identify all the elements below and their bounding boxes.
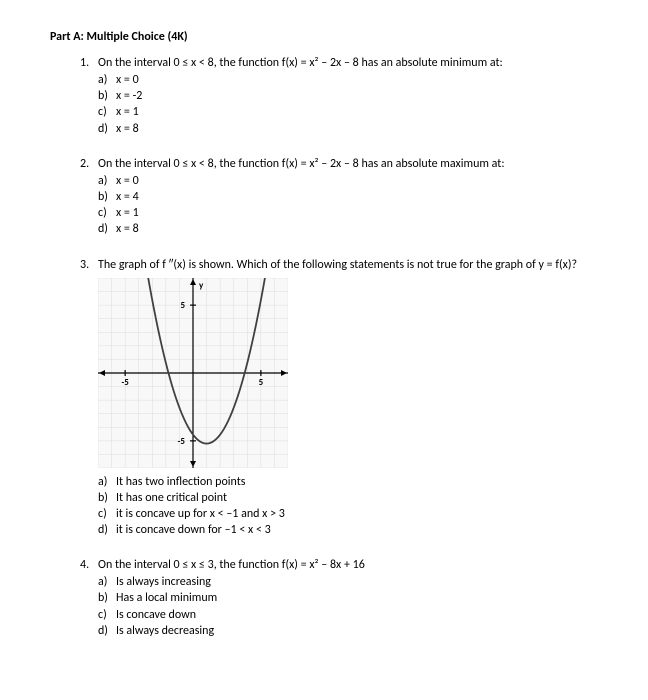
q4-c-lbl: c): [98, 607, 116, 623]
q1-num: 1.: [80, 56, 98, 70]
q3-c-txt: it is concave up for x < –1 and x > 3: [116, 506, 285, 522]
svg-text:-5: -5: [178, 435, 186, 446]
q3-num: 3.: [80, 258, 98, 272]
q1-b-lbl: b): [98, 88, 116, 104]
q1-a-lbl: a): [98, 72, 116, 88]
q2-a-lbl: a): [98, 173, 116, 189]
q4-a-lbl: a): [98, 574, 116, 590]
q4-num: 4.: [80, 558, 98, 572]
q4-b-txt: Has a local minimum: [116, 590, 217, 606]
q4-choices: a)Is always increasing b)Has a local min…: [98, 574, 598, 639]
q2-d-lbl: d): [98, 221, 116, 237]
q1-d-txt: x = 8: [116, 121, 139, 137]
q3-d-txt: it is concave down for –1 < x < 3: [116, 522, 271, 538]
q4-c-txt: Is concave down: [116, 607, 196, 623]
svg-text:5: 5: [180, 300, 185, 311]
q1-stem: On the interval 0 ≤ x < 8, the function …: [98, 56, 598, 70]
q1-choices: a)x = 0 b)x = -2 c)x = 1 d)x = 8: [98, 72, 598, 137]
q1-b-txt: x = -2: [116, 88, 142, 104]
question-2: 2. On the interval 0 ≤ x < 8, the functi…: [80, 157, 598, 238]
q3-b-lbl: b): [98, 490, 116, 506]
q3-d-lbl: d): [98, 522, 116, 538]
q4-d-lbl: d): [98, 623, 116, 639]
svg-text:5: 5: [259, 377, 264, 388]
q3-choices: a)It has two inflection points b)It has …: [98, 474, 598, 539]
q2-b-txt: x = 4: [116, 189, 139, 205]
question-1: 1. On the interval 0 ≤ x < 8, the functi…: [80, 56, 598, 137]
q1-a-txt: x = 0: [116, 72, 139, 88]
q3-a-lbl: a): [98, 474, 116, 490]
q2-d-txt: x = 8: [116, 221, 139, 237]
q3-graph: -5 5 5 -5 y: [98, 278, 598, 468]
q1-d-lbl: d): [98, 121, 116, 137]
q2-stem: On the interval 0 ≤ x < 8, the function …: [98, 157, 598, 171]
question-4: 4. On the interval 0 ≤ x ≤ 3, the functi…: [80, 558, 598, 639]
q2-a-txt: x = 0: [116, 173, 139, 189]
q2-num: 2.: [80, 157, 98, 171]
q4-b-lbl: b): [98, 590, 116, 606]
q2-c-txt: x = 1: [116, 205, 139, 221]
q4-d-txt: Is always decreasing: [116, 623, 214, 639]
q2-c-lbl: c): [98, 205, 116, 221]
q4-a-txt: Is always increasing: [116, 574, 211, 590]
q2-choices: a)x = 0 b)x = 4 c)x = 1 d)x = 8: [98, 173, 598, 238]
q3-c-lbl: c): [98, 506, 116, 522]
q1-c-lbl: c): [98, 104, 116, 120]
q3-b-txt: It has one critical point: [116, 490, 227, 506]
svg-text:y: y: [199, 280, 204, 291]
q3-stem: The graph of f ″(x) is shown. Which of t…: [98, 258, 598, 272]
q4-stem: On the interval 0 ≤ x ≤ 3, the function …: [98, 558, 598, 572]
question-3: 3. The graph of f ″(x) is shown. Which o…: [80, 258, 598, 539]
svg-text:-5: -5: [121, 377, 129, 388]
q3-a-txt: It has two inflection points: [116, 474, 245, 490]
q3-graph-svg: -5 5 5 -5 y: [98, 278, 288, 468]
q1-c-txt: x = 1: [116, 104, 139, 120]
part-title: Part A: Multiple Choice (4K): [50, 30, 598, 44]
q2-b-lbl: b): [98, 189, 116, 205]
